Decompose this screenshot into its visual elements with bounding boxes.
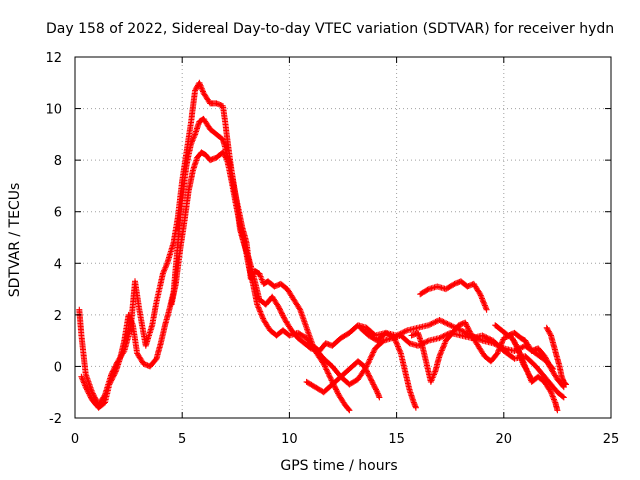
plot-frame — [74, 56, 612, 419]
y-tick-label: 6 — [54, 206, 62, 221]
series-track-c — [168, 149, 353, 414]
x-tick-label: 10 — [281, 432, 298, 447]
y-tick-label: 10 — [45, 103, 62, 118]
marker-trace — [168, 149, 353, 414]
y-tick-labels: -2 0 2 4 6 8 10 12 — [45, 51, 62, 427]
series-track-i — [543, 324, 569, 388]
marker-trace — [303, 358, 383, 401]
series-track-g — [417, 278, 490, 313]
x-tick-label: 5 — [178, 432, 186, 447]
y-tick-label: -2 — [49, 412, 62, 427]
marker-trace — [543, 324, 569, 388]
x-tick-labels: 0 5 10 15 20 25 — [71, 432, 619, 447]
axis-ticks — [74, 56, 612, 419]
series-track-e — [357, 324, 419, 411]
series-track-d — [303, 358, 383, 401]
grid — [75, 57, 611, 418]
y-tick-label: 12 — [45, 51, 62, 66]
x-tick-label: 20 — [496, 432, 513, 447]
series-track-j — [509, 335, 535, 383]
y-tick-label: 4 — [54, 257, 62, 272]
y-axis-title: SDTVAR / TECUs — [7, 183, 23, 298]
data-points — [76, 79, 569, 414]
marker-trace — [492, 322, 557, 372]
x-tick-label: 25 — [603, 432, 620, 447]
y-tick-label: 0 — [54, 360, 62, 375]
marker-trace — [357, 324, 419, 411]
marker-trace — [417, 278, 490, 313]
marker-trace — [509, 335, 535, 383]
x-tick-label: 15 — [388, 432, 405, 447]
series-track-h — [492, 322, 557, 372]
y-tick-label: 2 — [54, 309, 62, 324]
chart-title: Day 158 of 2022, Sidereal Day-to-day VTE… — [46, 21, 614, 37]
y-tick-label: 8 — [54, 154, 62, 169]
x-tick-label: 0 — [71, 432, 79, 447]
x-axis-title: GPS time / hours — [280, 458, 397, 474]
